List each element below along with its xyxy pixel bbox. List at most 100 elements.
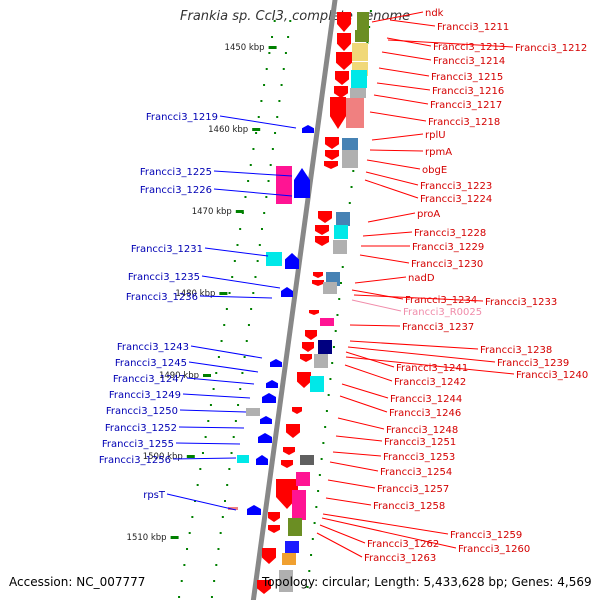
track-dot (256, 260, 259, 262)
track-dot (191, 516, 194, 518)
gene-label-text: Francci3_1233 (485, 297, 557, 308)
track-dot (341, 266, 344, 268)
reverse-gene-arrow (324, 161, 338, 169)
gene-label-francci3-1255: Francci3_1255 (102, 439, 241, 450)
track-dot (313, 522, 316, 524)
gene-label-text: Francci3_1237 (402, 322, 474, 333)
label-connector (347, 346, 496, 363)
track-dot (196, 484, 199, 486)
homology-block (300, 455, 314, 465)
forward-gene-arrow (266, 380, 278, 388)
label-connector (213, 188, 293, 197)
forward-gene-arrow (262, 393, 276, 403)
label-connector (364, 179, 419, 199)
gene-label-text: obgE (422, 165, 447, 176)
track-dot (334, 330, 337, 332)
track-dot (315, 506, 318, 508)
label-connector (345, 356, 515, 375)
gene-label-francci3-1253: Francci3_1253 (332, 451, 455, 463)
gene-label-rpma: rpmA (369, 147, 452, 158)
gene-label-text: Francci3_1242 (394, 377, 466, 388)
track-dot (252, 292, 255, 294)
kbp-label-1450-kbp: 1450 kbp (225, 43, 265, 53)
gene-label-francci3-1262: Francci3_1262 (319, 524, 439, 550)
gene-label-nadd: nadD (354, 273, 435, 284)
label-connector (362, 231, 413, 237)
reverse-gene-arrow (325, 150, 339, 160)
track-dot (317, 490, 320, 492)
track-dot (213, 580, 216, 582)
gene-label-text: Francci3_1216 (432, 86, 504, 97)
track-dot (243, 356, 246, 358)
track-dot (255, 132, 258, 134)
reverse-gene-arrow (337, 33, 351, 51)
label-connector (329, 461, 379, 472)
gene-label-text: proA (417, 209, 440, 220)
reverse-gene-arrow (262, 548, 276, 564)
reverse-gene-arrow (318, 211, 332, 223)
forward-gene-arrow (256, 455, 268, 465)
gene-label-francci3-1247: Francci3_1247 (113, 374, 255, 385)
forward-gene-arrow (294, 168, 310, 198)
homology-block (352, 43, 368, 61)
gene-label-text: Francci3_1217 (430, 100, 502, 111)
reverse-gene-arrow (302, 342, 314, 352)
gene-label-francci3-r0025: Francci3_R0025 (351, 299, 482, 318)
track-dot (231, 276, 234, 278)
reverse-gene-arrow (300, 354, 312, 362)
track-dot (215, 372, 218, 374)
label-connector (351, 299, 402, 312)
gene-label-francci3-1249: Francci3_1249 (109, 390, 251, 401)
gene-label-francci3-1257: Francci3_1257 (327, 479, 449, 495)
homology-block (333, 240, 347, 254)
gene-label-text: Francci3_1252 (105, 423, 177, 434)
track-dot (320, 458, 323, 460)
forward-gene-arrow (247, 505, 261, 515)
label-connector (319, 524, 366, 544)
track-dot (260, 228, 263, 230)
homology-block (355, 30, 369, 42)
homology-block (350, 88, 366, 98)
reverse-gene-arrow (268, 525, 280, 533)
track-dot (278, 100, 281, 102)
track-dot (220, 340, 223, 342)
genome-backbone (250, 0, 338, 600)
track-dot (308, 570, 311, 572)
label-connector (166, 493, 237, 511)
homology-block (346, 98, 364, 128)
track-dot (204, 436, 207, 438)
gene-label-rpst: rpsT (143, 490, 237, 511)
forward-gene-arrow (302, 125, 314, 133)
track-dot (233, 260, 236, 262)
homology-block (342, 138, 358, 150)
label-connector (186, 377, 255, 385)
label-connector (325, 497, 372, 506)
label-connector (199, 295, 273, 299)
reverse-gene-arrow (335, 71, 349, 85)
reverse-gene-arrow (330, 97, 346, 129)
label-connector (344, 364, 393, 382)
gene-label-francci3-1250: Francci3_1250 (106, 406, 247, 417)
gene-label-francci3-1238: Francci3_1238 (349, 340, 552, 356)
label-connector (389, 19, 436, 27)
gene-label-francci3-1225: Francci3_1225 (140, 167, 293, 178)
kbp-label-1510-kbp: 1510 kbp (127, 533, 167, 543)
reverse-gene-arrow (286, 424, 300, 438)
gene-label-text: Francci3_1238 (480, 345, 552, 356)
track-dot (201, 452, 204, 454)
track-dot (369, 10, 372, 12)
homology-block (228, 507, 238, 510)
gene-label-francci3-1223: Francci3_1223 (365, 171, 492, 192)
reverse-gene-arrow (292, 407, 302, 414)
track-dot (245, 340, 248, 342)
gene-label-francci3-1254: Francci3_1254 (329, 461, 452, 478)
track-dot (224, 500, 226, 502)
track-dot (329, 378, 332, 380)
kbp-label-1490-kbp: 1490 kbp (159, 371, 199, 381)
gene-label-text: Francci3_1214 (433, 56, 505, 67)
label-connector (367, 212, 416, 223)
track-dot (258, 244, 261, 246)
forward-gene-arrow (281, 287, 293, 297)
gene-label-francci3-1260: Francci3_1260 (321, 517, 530, 555)
